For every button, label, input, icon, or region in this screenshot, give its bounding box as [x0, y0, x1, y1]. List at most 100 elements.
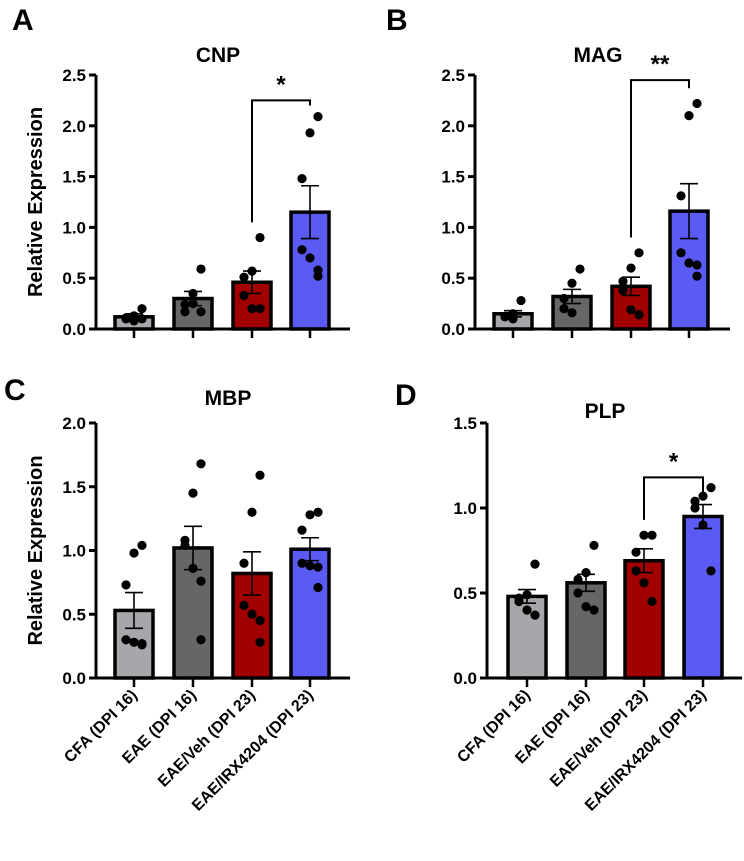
- x-tick-label: EAE/IRX4204 (DPI 23): [582, 687, 710, 815]
- data-point: [180, 307, 190, 317]
- panel-letter: B: [386, 4, 408, 37]
- y-tick-label: 1.0: [453, 499, 477, 518]
- data-point: [626, 305, 636, 315]
- data-point: [692, 98, 702, 109]
- data-point: [255, 616, 265, 626]
- data-point: [567, 308, 577, 318]
- y-tick-label: 1.5: [62, 478, 86, 497]
- data-point: [639, 578, 649, 588]
- data-point: [647, 596, 657, 607]
- data-point: [239, 272, 249, 282]
- data-point: [692, 271, 702, 281]
- data-point: [305, 561, 315, 571]
- data-point: [196, 576, 206, 586]
- data-point: [692, 260, 702, 270]
- data-point: [573, 574, 583, 585]
- chart-title: MAG: [574, 44, 623, 67]
- data-point: [129, 637, 139, 647]
- data-point: [137, 640, 147, 650]
- significance-bracket: [643, 476, 704, 520]
- data-point: [297, 174, 307, 184]
- data-point: [647, 530, 657, 540]
- data-point: [676, 248, 686, 258]
- data-point: [247, 507, 257, 517]
- data-point: [305, 128, 315, 138]
- data-point: [634, 248, 644, 258]
- data-point: [589, 605, 599, 615]
- data-point: [121, 635, 131, 645]
- y-tick-label: 1.0: [441, 218, 465, 237]
- x-tick-label: EAE/IRX4204 (DPI 23): [189, 687, 317, 815]
- panel-b: B MAG 0.0 0.5 1.0 1.5 2.0 2.5 **: [386, 4, 730, 339]
- data-point: [121, 313, 131, 323]
- x-tick-label: EAE/Veh (DPI 23): [155, 687, 259, 791]
- data-point: [255, 470, 265, 480]
- y-tick-label: 0.0: [453, 669, 477, 688]
- data-point: [137, 314, 147, 324]
- data-point: [196, 264, 206, 274]
- panel-letter: A: [12, 4, 34, 37]
- data-point: [313, 271, 323, 281]
- chart-title: PLP: [585, 400, 626, 423]
- data-point: [706, 483, 716, 493]
- data-point: [305, 510, 315, 520]
- data-point: [196, 635, 206, 645]
- data-point: [188, 288, 198, 299]
- bar: [231, 571, 273, 680]
- y-tick-label: 1.0: [62, 218, 86, 237]
- data-point: [313, 562, 323, 572]
- significance-label: *: [669, 448, 679, 475]
- data-point: [567, 278, 577, 288]
- data-point: [530, 559, 540, 569]
- data-point: [129, 316, 139, 326]
- chart-title: CNP: [196, 44, 240, 67]
- data-point: [690, 503, 700, 513]
- data-point: [631, 547, 641, 557]
- y-tick-label: 0.5: [441, 269, 465, 288]
- data-point: [305, 253, 315, 263]
- data-point: [196, 307, 206, 317]
- data-point: [634, 310, 644, 320]
- y-tick-label: 2.0: [62, 414, 86, 433]
- data-point: [706, 566, 716, 576]
- data-point: [516, 295, 526, 306]
- data-point: [239, 558, 249, 568]
- data-point: [626, 263, 636, 273]
- data-point: [137, 540, 147, 551]
- y-axis-label: Relative Expression: [25, 455, 47, 645]
- data-point: [255, 304, 265, 314]
- data-point: [581, 568, 591, 578]
- chart-title: MBP: [205, 387, 252, 410]
- data-point: [500, 312, 510, 322]
- y-tick-label: 0.5: [453, 584, 477, 603]
- bar: [565, 581, 607, 680]
- significance-bracket: [251, 99, 311, 223]
- data-point: [196, 459, 206, 469]
- data-point: [247, 266, 257, 276]
- data-point: [514, 596, 524, 607]
- y-tick-label: 2.0: [62, 117, 86, 136]
- data-point: [255, 637, 265, 647]
- data-point: [508, 314, 518, 324]
- data-point: [188, 563, 198, 573]
- significance-bracket: [630, 79, 690, 238]
- data-point: [684, 258, 694, 268]
- y-axis-label: Relative Expression: [25, 107, 47, 297]
- data-point: [188, 299, 198, 309]
- y-tick-label: 2.5: [62, 66, 86, 85]
- panel-a: A CNP Relative Expression 0.0 0.5 1.0 1.5 2.0 2.…: [12, 4, 350, 339]
- data-point: [137, 304, 147, 314]
- data-point: [522, 605, 532, 615]
- data-point: [313, 582, 323, 593]
- data-point: [676, 191, 686, 201]
- data-point: [639, 530, 649, 540]
- data-point: [690, 496, 700, 506]
- data-point: [297, 525, 307, 535]
- y-tick-label: 2.0: [441, 117, 465, 136]
- data-point: [121, 580, 131, 590]
- significance-label: *: [276, 71, 286, 98]
- x-tick-label: EAE/Veh (DPI 23): [547, 687, 651, 791]
